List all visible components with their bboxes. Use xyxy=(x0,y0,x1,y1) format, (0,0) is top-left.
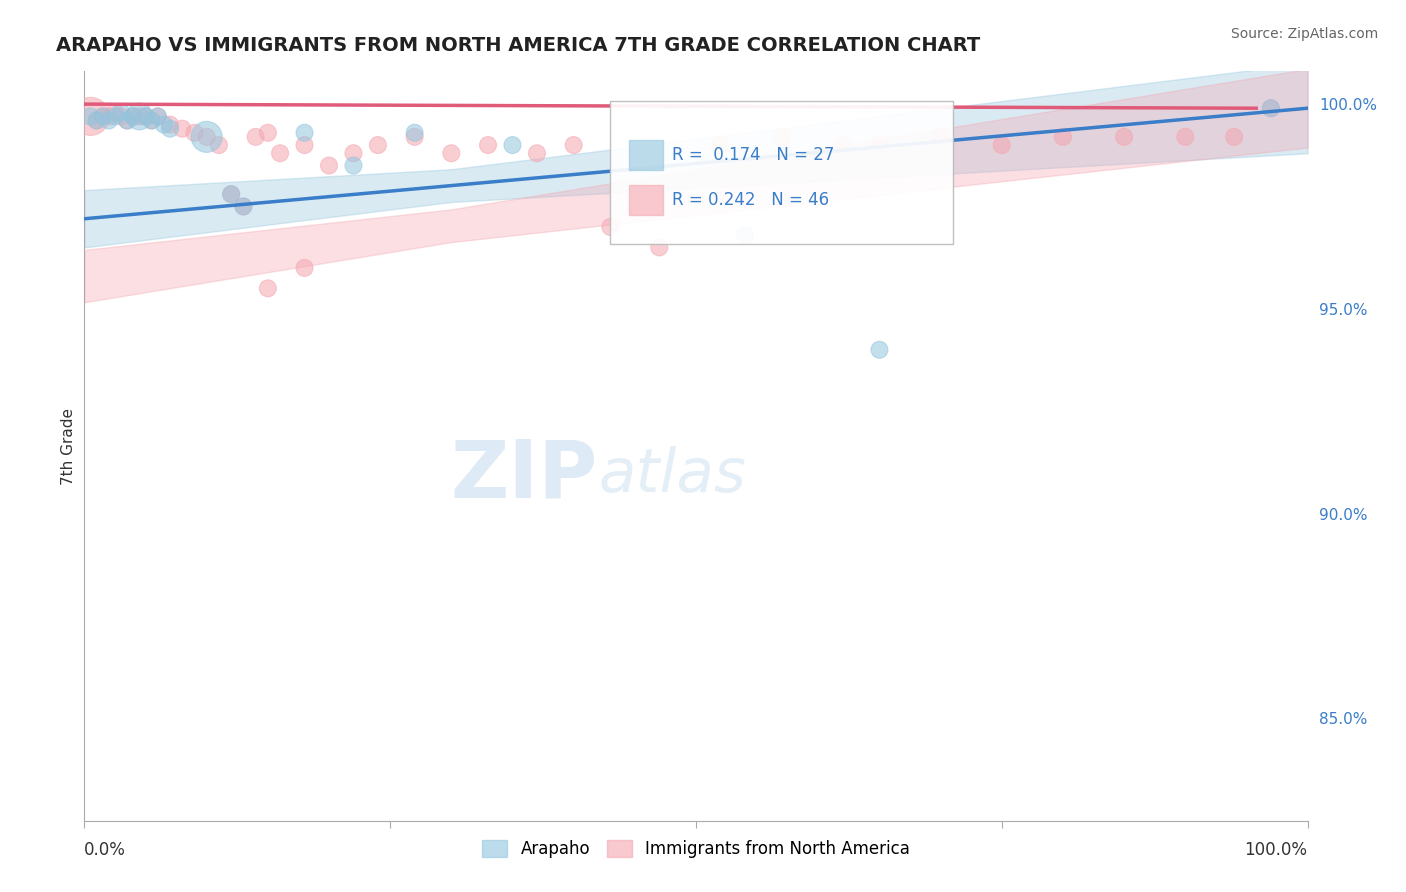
FancyBboxPatch shape xyxy=(610,102,953,244)
Point xyxy=(97,109,120,123)
Point xyxy=(135,109,157,123)
Point xyxy=(195,129,218,144)
Text: ARAPAHO VS IMMIGRANTS FROM NORTH AMERICA 7TH GRADE CORRELATION CHART: ARAPAHO VS IMMIGRANTS FROM NORTH AMERICA… xyxy=(56,36,980,54)
Point xyxy=(208,138,231,153)
Point xyxy=(477,138,499,153)
Text: R =  0.174   N = 27: R = 0.174 N = 27 xyxy=(672,146,834,164)
Point xyxy=(1223,129,1246,144)
Point xyxy=(709,138,731,153)
Point xyxy=(502,138,524,153)
Point xyxy=(232,199,254,213)
Point xyxy=(128,109,150,123)
Y-axis label: 7th Grade: 7th Grade xyxy=(60,408,76,484)
Point xyxy=(734,228,756,243)
Point xyxy=(648,240,671,254)
Point xyxy=(122,109,145,123)
Point xyxy=(1052,129,1074,144)
Point xyxy=(79,109,101,123)
Point xyxy=(1260,101,1282,115)
Point xyxy=(146,109,169,123)
Point xyxy=(599,219,621,234)
Legend: Arapaho, Immigrants from North America: Arapaho, Immigrants from North America xyxy=(475,833,917,864)
Point xyxy=(128,109,150,123)
Point xyxy=(440,146,463,161)
Point xyxy=(219,187,242,202)
Point xyxy=(269,146,291,161)
Point xyxy=(122,109,145,123)
Point xyxy=(1174,129,1197,144)
Point xyxy=(91,109,114,123)
Point xyxy=(141,113,163,128)
Text: R = 0.242   N = 46: R = 0.242 N = 46 xyxy=(672,191,828,210)
Point xyxy=(257,126,280,140)
Point xyxy=(1114,129,1136,144)
Point xyxy=(91,109,114,123)
Point xyxy=(183,126,205,140)
Point xyxy=(86,113,108,128)
Text: 100.0%: 100.0% xyxy=(1244,841,1308,859)
Point xyxy=(141,113,163,128)
Text: atlas: atlas xyxy=(598,447,747,506)
Point xyxy=(110,105,132,120)
Point xyxy=(104,109,127,123)
Point xyxy=(367,138,389,153)
Point xyxy=(159,118,181,132)
Point xyxy=(318,159,340,173)
Point xyxy=(86,113,108,128)
Point xyxy=(526,146,548,161)
Point xyxy=(294,138,316,153)
FancyBboxPatch shape xyxy=(628,186,664,215)
Point xyxy=(294,126,316,140)
Point xyxy=(404,126,426,140)
Point xyxy=(135,109,157,123)
Point xyxy=(869,138,891,153)
Point xyxy=(245,129,267,144)
Point xyxy=(991,138,1014,153)
Point xyxy=(869,343,891,357)
Point xyxy=(257,281,280,295)
Point xyxy=(110,109,132,123)
Text: 0.0%: 0.0% xyxy=(84,841,127,859)
Point xyxy=(115,113,138,128)
Point xyxy=(219,187,242,202)
Point xyxy=(232,199,254,213)
Point xyxy=(831,138,853,153)
Point xyxy=(159,121,181,136)
Point xyxy=(342,159,364,173)
Point xyxy=(342,146,364,161)
Point xyxy=(146,109,169,123)
Point xyxy=(104,105,127,120)
Text: ZIP: ZIP xyxy=(451,437,598,515)
Point xyxy=(97,113,120,128)
Point xyxy=(770,129,793,144)
Point xyxy=(294,260,316,275)
Point xyxy=(1260,101,1282,115)
Point xyxy=(929,129,952,144)
Point xyxy=(153,118,176,132)
Point xyxy=(562,138,585,153)
Text: Source: ZipAtlas.com: Source: ZipAtlas.com xyxy=(1230,27,1378,41)
Point xyxy=(79,109,101,123)
Point xyxy=(404,129,426,144)
Point xyxy=(172,121,194,136)
Point xyxy=(195,129,218,144)
Point xyxy=(115,113,138,128)
FancyBboxPatch shape xyxy=(628,140,664,170)
